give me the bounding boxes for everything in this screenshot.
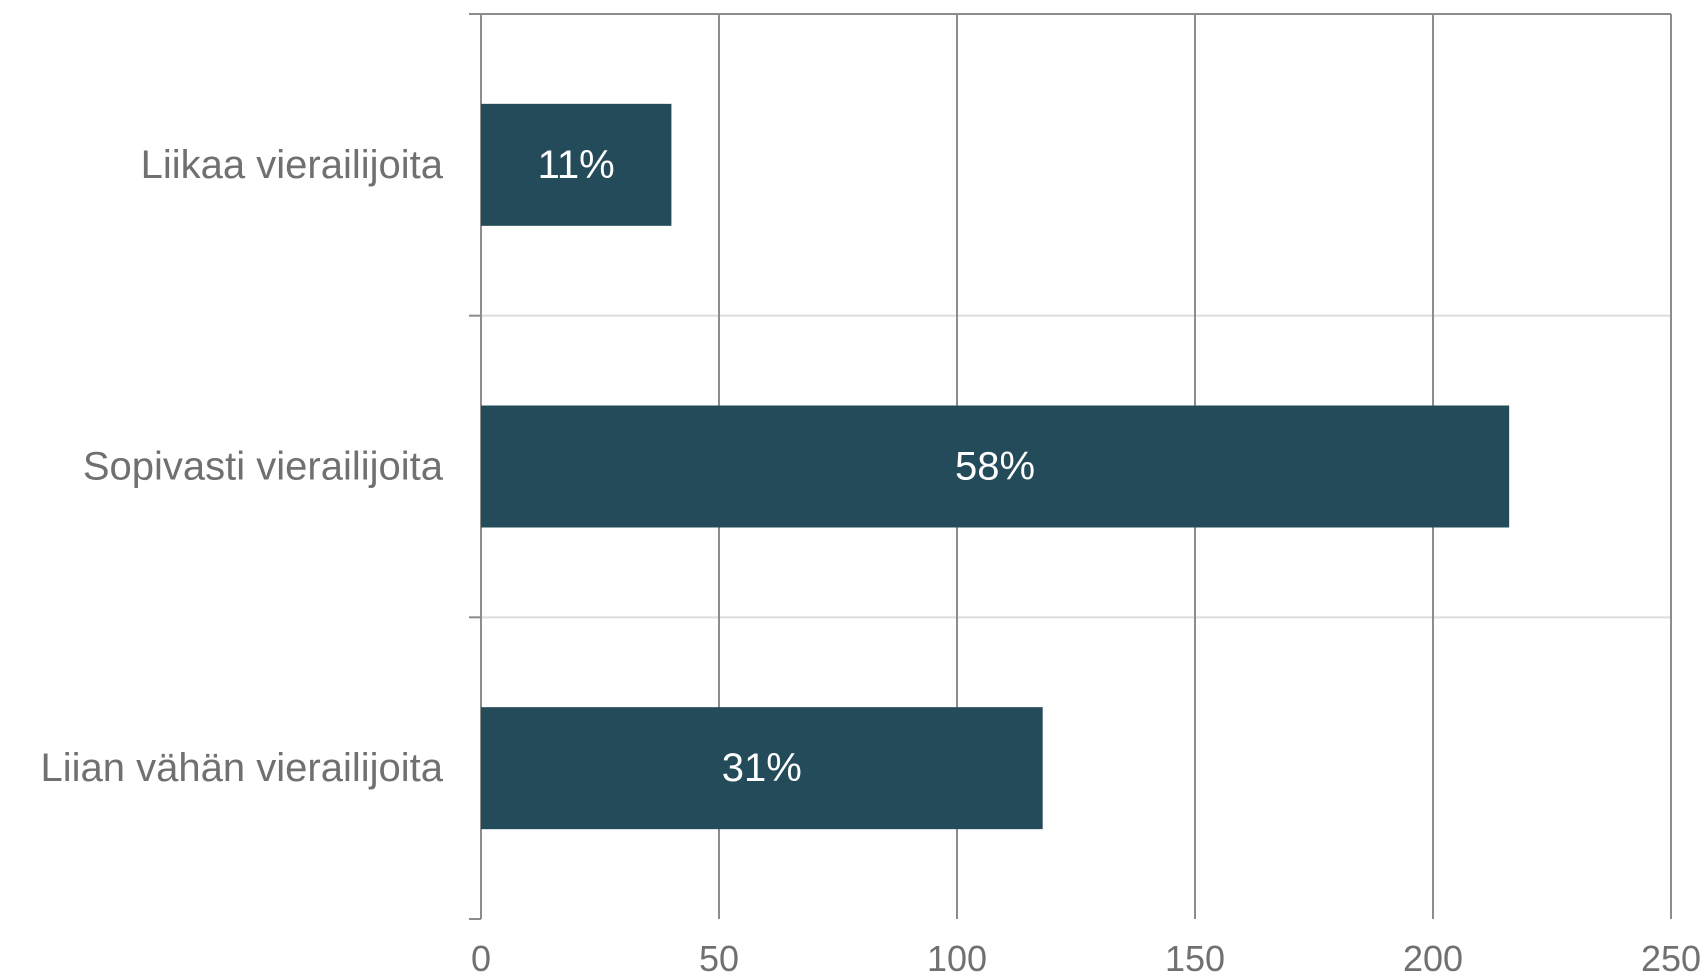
data-label: 31% xyxy=(722,746,802,790)
data-label: 11% xyxy=(538,143,615,187)
category-label: Liian vähän vierailijoita xyxy=(41,746,444,790)
labels-layer: 11% Liikaa vierailijoita 58% Sopivasti vier… xyxy=(41,143,1702,977)
category-label: Sopivasti vierailijoita xyxy=(83,445,444,489)
data-label: 58% xyxy=(955,445,1035,489)
x-tick-label: 0 xyxy=(471,938,491,977)
bars-layer xyxy=(481,103,1510,830)
bar xyxy=(481,707,1043,830)
x-tick-label: 100 xyxy=(927,938,987,977)
x-tick-label: 50 xyxy=(699,938,739,977)
x-tick-label: 250 xyxy=(1641,938,1701,977)
axis-layer xyxy=(469,13,481,920)
x-tick-label: 150 xyxy=(1165,938,1225,977)
x-tick-label: 200 xyxy=(1403,938,1463,977)
bar xyxy=(481,103,672,226)
bar xyxy=(481,405,1510,528)
category-label: Liikaa vierailijoita xyxy=(141,143,444,187)
